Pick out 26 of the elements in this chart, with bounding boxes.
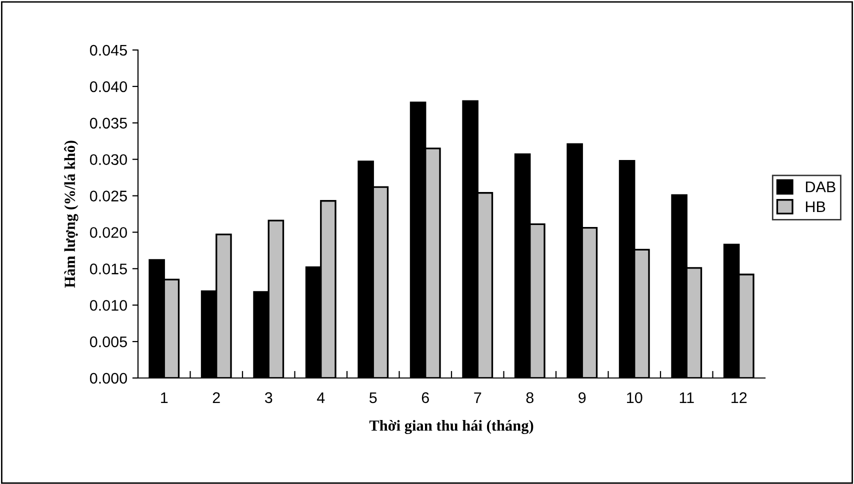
legend-label: DAB <box>806 182 836 192</box>
legend-label: HB <box>806 201 826 212</box>
y-axis-title: Hàm lượng (%/lá khô) <box>64 140 78 288</box>
x-tick-label: 2 <box>212 392 220 403</box>
x-tick-label: 6 <box>422 392 429 404</box>
x-tick-label: 4 <box>316 392 325 403</box>
y-tick-label: 0.045 <box>90 44 127 56</box>
x-tick-label: 5 <box>369 392 377 404</box>
x-tick-label: 12 <box>732 392 747 403</box>
x-tick-label: 9 <box>578 392 586 404</box>
x-tick-label: 7 <box>474 392 482 403</box>
x-tick-label: 10 <box>627 392 642 404</box>
x-tick-label: 1 <box>161 392 168 403</box>
y-tick-label: 0.005 <box>90 336 127 348</box>
x-axis-title: Thời gian thu hái (tháng) <box>369 420 534 434</box>
x-tick-label: 11 <box>680 392 694 403</box>
x-tick-label: 3 <box>264 392 272 404</box>
y-tick-label: 0.015 <box>90 264 127 274</box>
x-tick-label: 8 <box>526 392 534 404</box>
y-tick-label: 0.025 <box>90 190 127 202</box>
y-tick-label: 0.030 <box>90 154 127 166</box>
y-tick-label: 0.000 <box>90 372 127 384</box>
y-tick-label: 0.035 <box>90 118 127 129</box>
y-tick-label: 0.020 <box>90 227 127 238</box>
y-tick-label: 0.040 <box>90 81 127 92</box>
y-tick-label: 0.010 <box>90 300 127 311</box>
